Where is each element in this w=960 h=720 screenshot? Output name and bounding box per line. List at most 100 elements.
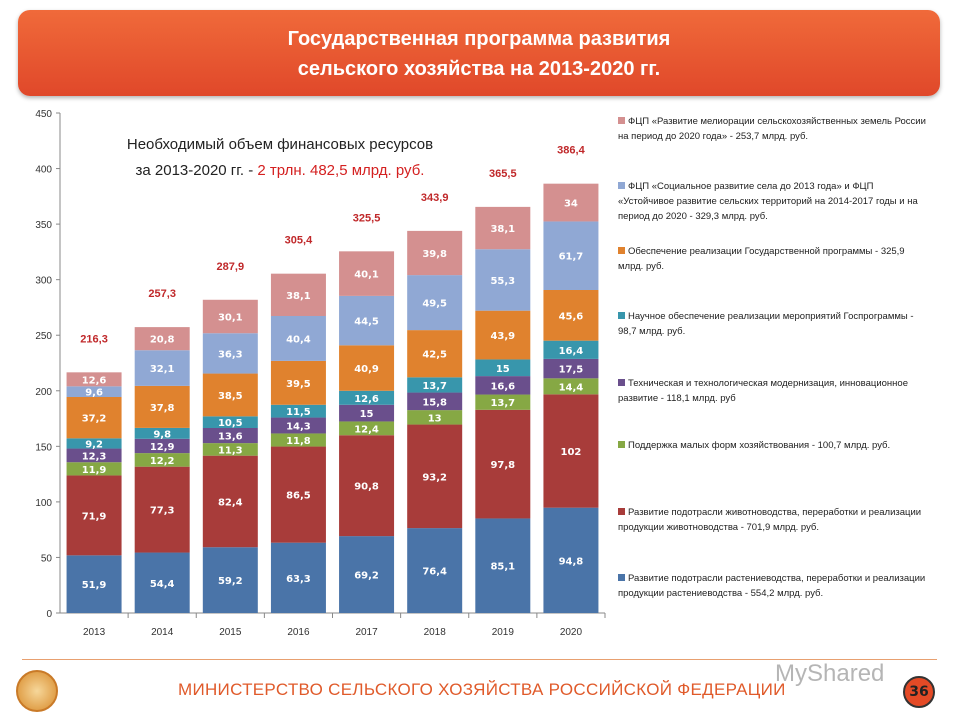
title-line-1: Государственная программа развития (287, 28, 671, 50)
x-tick-label: 2014 (151, 627, 174, 638)
y-tick-label: 350 (35, 220, 52, 231)
page-title: Государственная программа развития сельс… (18, 24, 940, 84)
data-label: 38,5 (218, 391, 243, 402)
total-label: 325,5 (353, 212, 381, 224)
data-label: 82,4 (218, 497, 243, 508)
total-label: 386,4 (557, 145, 585, 157)
bar-segment (339, 390, 395, 405)
data-label: 15 (360, 409, 374, 420)
legend-item: ФЦП «Развитие мелиорации сельскохозяйств… (618, 114, 928, 144)
data-label: 55,3 (490, 276, 515, 287)
bar-segment (66, 475, 122, 556)
bar-segment (407, 528, 463, 613)
data-label: 69,2 (354, 571, 379, 582)
bar-segment (407, 424, 463, 529)
data-label: 76,4 (422, 567, 447, 578)
bar-segment (339, 295, 395, 346)
legend-swatch (618, 117, 625, 124)
bar-segment (339, 536, 395, 613)
legend-label: ФЦП «Развитие мелиорации сельскохозяйств… (618, 116, 926, 142)
x-tick-label: 2019 (492, 627, 515, 638)
data-label: 85,1 (490, 562, 515, 573)
data-label: 43,9 (490, 331, 515, 342)
bar-segment (475, 359, 531, 377)
bar-segment (475, 206, 531, 250)
data-label: 36,3 (218, 349, 243, 360)
page-number: 36 (903, 676, 935, 708)
y-tick-label: 250 (35, 331, 52, 342)
data-label: 71,9 (82, 511, 107, 522)
data-label: 97,8 (490, 460, 515, 471)
data-label: 61,7 (559, 252, 584, 263)
legend-label: Научное обеспечение реализации мероприят… (618, 311, 914, 337)
data-label: 12,6 (354, 394, 379, 405)
bar-segment (66, 438, 122, 449)
bar-segment (543, 221, 599, 290)
bar-segment (134, 427, 190, 439)
legend-item: Развитие подотрасли растениеводства, пер… (618, 571, 928, 601)
subtitle-line-1: Необходимый объем финансовых ресурсов (126, 136, 434, 153)
bar-segment (270, 433, 326, 447)
data-label: 40,4 (286, 334, 311, 345)
bar-segment (66, 462, 122, 476)
bar-segment (407, 410, 463, 425)
bar-segment (202, 455, 258, 548)
bar-segment (543, 183, 599, 222)
data-label: 14,3 (286, 422, 311, 433)
bar-segment (339, 404, 395, 422)
data-label: 34 (564, 199, 578, 210)
data-label: 16,6 (490, 381, 515, 392)
x-tick-label: 2013 (83, 627, 106, 638)
bar-segment (407, 275, 463, 331)
legend-swatch (618, 182, 625, 189)
x-tick-label: 2015 (219, 627, 242, 638)
bar-segment (270, 542, 326, 613)
data-label: 38,1 (286, 291, 311, 302)
bar-segment (270, 446, 326, 543)
total-label: 365,5 (489, 168, 517, 180)
bar-segment (134, 438, 190, 454)
data-label: 9,8 (153, 429, 171, 440)
bar-segment (475, 394, 531, 410)
legend-label: Развитие подотрасли растениеводства, пер… (618, 573, 926, 599)
bar-segment (475, 409, 531, 519)
subtitle-line-2: за 2013-2020 гг. - 2 трлн. 482,5 млрд. р… (70, 158, 490, 184)
x-tick-label: 2017 (355, 627, 378, 638)
y-tick-label: 150 (35, 442, 52, 453)
data-label: 13,7 (422, 381, 447, 392)
data-label: 9,2 (85, 439, 103, 450)
bar-segment (66, 386, 122, 397)
bar-segment (66, 372, 122, 387)
bar-segment (407, 230, 463, 276)
data-label: 11,9 (82, 465, 107, 476)
data-label: 13,7 (490, 398, 515, 409)
x-tick-label: 2020 (560, 627, 583, 638)
legend-item: Поддержка малых форм хозяйствования - 10… (618, 438, 928, 453)
bar-segment (66, 448, 122, 463)
data-label: 54,4 (150, 579, 175, 590)
legend-item: Научное обеспечение реализации мероприят… (618, 309, 928, 339)
data-label: 10,5 (218, 418, 243, 429)
data-label: 37,8 (150, 403, 175, 414)
y-tick-label: 300 (35, 276, 52, 287)
bar-segment (270, 404, 326, 418)
watermark: MyShared (775, 660, 885, 687)
bar-segment (270, 417, 326, 434)
y-tick-label: 400 (35, 165, 52, 176)
bar-segment (202, 299, 258, 334)
y-tick-label: 450 (35, 109, 52, 120)
data-label: 40,1 (354, 270, 379, 281)
bar-segment (543, 290, 599, 341)
bar-segment (202, 547, 258, 613)
bar-segment (134, 466, 190, 553)
bar-segment (202, 428, 258, 444)
total-label: 305,4 (285, 235, 313, 247)
legend-swatch (618, 379, 625, 386)
bar-segment (339, 435, 395, 537)
data-label: 49,5 (422, 299, 447, 310)
chart-subtitle: Необходимый объем финансовых ресурсов за… (70, 132, 490, 184)
subtitle-total: 2 трлн. 482,5 млрд. руб. (257, 162, 425, 179)
bar-segment (475, 518, 531, 613)
data-label: 37,2 (82, 414, 107, 425)
data-label: 39,5 (286, 379, 311, 390)
